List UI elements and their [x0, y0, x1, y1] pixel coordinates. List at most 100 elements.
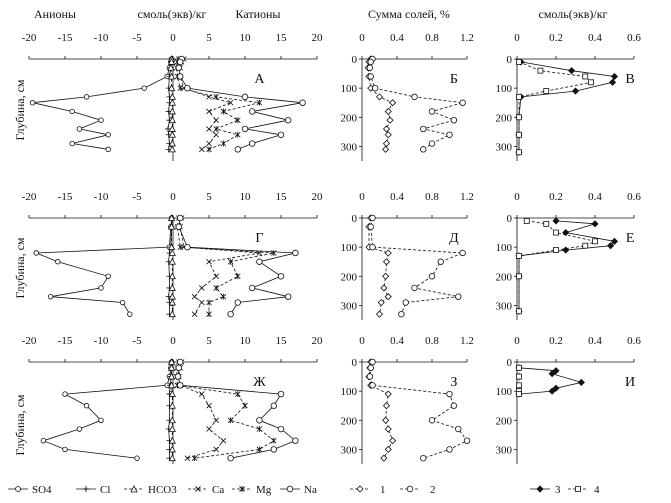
panel-5-x-tick-label-1: 0.4: [390, 191, 404, 203]
panel-1-series-mg-point-11: [220, 140, 227, 147]
panel-7-series-na-point-2: [174, 373, 182, 380]
legend-label-so4: SO4: [32, 484, 52, 496]
panel-5-series-1-point-3: [384, 249, 392, 257]
panel-9-series-3-point-5: [548, 387, 556, 395]
panel-4-series-ca-point-8: [199, 299, 205, 306]
panel-1-series-hco3-point-8: [168, 116, 176, 124]
panel-3-y-tick-label-3: 300: [496, 141, 513, 153]
panel-4-x-tick-label-7: 15: [276, 191, 288, 203]
panel-6-series-4-point-2: [553, 229, 559, 236]
panel-1-series-ca-point-6: [227, 99, 234, 106]
panel-2-series-2-point-4: [371, 84, 379, 92]
panel-4-series-na-point-9: [227, 310, 234, 318]
panel-4-series-na-point-2: [184, 243, 191, 251]
panel-4-series-na-point-8: [234, 299, 241, 306]
panel-4-x-tick-label-3: -5: [132, 191, 142, 203]
panel-1-series-mg-point-6: [256, 99, 263, 106]
panel-6-series-3-point-1: [591, 220, 599, 228]
panel-4-series-mg-point-3: [271, 249, 277, 256]
panel-8-series-2-point-6: [428, 417, 436, 424]
panel-6-series-3-point-3: [610, 237, 619, 245]
panel-1-series-hco3-point-12: [168, 145, 176, 153]
panel-7-x-tick-label-2: -10: [94, 335, 109, 347]
panel-1-series-mg-point-7: [220, 108, 227, 115]
panel-4-series-so4-point-4: [55, 259, 61, 265]
panel-4-series-mg-point-6: [213, 284, 219, 291]
panel-9-x-tick-label-2: 0.4: [588, 335, 602, 347]
legend: SO4 Cl HCO3 Ca Mg Na 1 2 3 4: [8, 484, 600, 496]
panel-2-series-1-point-11: [382, 139, 391, 148]
panel-4-series-na-point-3: [292, 249, 299, 257]
panel-4-series-ca-point-7: [191, 293, 198, 300]
panel-5: 0 0.4 0.8 1.2 0 100 200 300 Д: [341, 191, 474, 320]
panel-1-series-so4-point-9: [76, 126, 83, 132]
panel-4-series-mg-point-7: [220, 293, 227, 300]
panel-8-y-tick-label-1: 100: [341, 386, 358, 398]
panel-4-series-ca-line: [179, 217, 260, 315]
panel-7-x-tick-label-4: 0: [170, 335, 176, 347]
panel-5-series-2-point-6: [411, 284, 418, 292]
header-anions: Анионы: [34, 7, 76, 21]
panel-4-series-na-point-1: [175, 223, 182, 230]
panel-1-series-ca-point-9: [206, 126, 212, 132]
panel-2-x-tick-label-1: 0.4: [390, 32, 404, 44]
panel-7-series-so4-point-9: [62, 446, 68, 453]
panel-6-x-tick-label-3: 0.6: [627, 191, 641, 203]
panel-1-series-hco3-point-4: [167, 84, 176, 92]
panel-3-series-4-point-8: [516, 149, 522, 156]
panel-7-series-hco3-point-9: [168, 445, 176, 453]
panel-4-series-ca-point-5: [213, 273, 219, 280]
panel-1-series-na-point-1: [176, 58, 184, 66]
legend-label-na: Na: [304, 484, 317, 496]
panel-1-series-hco3-point-2: [167, 63, 175, 71]
panel-1-x-tick-label-0: -20: [22, 32, 37, 44]
panel-1-series-so4-point-7: [69, 108, 75, 115]
panel-2-series-2-point-8: [450, 116, 458, 124]
panel-7-x-tick-label-0: -20: [22, 335, 37, 347]
panel-7-x-tick-label-6: 10: [240, 335, 252, 347]
panel-1-series-hco3-point-7: [168, 107, 176, 115]
panel-8-series-2-point-8: [463, 437, 471, 444]
panel-7-series-hco3-point-3: [167, 381, 176, 389]
panel-7-series-na-point-10: [227, 454, 234, 462]
panel-8-x-tick-label-1: 0.4: [390, 335, 404, 347]
panel-1-series-hco3-point-1: [167, 58, 176, 65]
panel-1-x-tick-label-3: -5: [132, 32, 142, 44]
panel-5-series-1-point-6: [380, 284, 388, 292]
header-units-right: смоль(экв)/кг: [539, 7, 608, 21]
panel-3-series-3-point-1: [568, 67, 576, 75]
panel-3-series-3-point-4: [571, 87, 580, 95]
panel-6-series-3-point-4: [607, 242, 615, 250]
panel-3-x-tick-label-3: 0.6: [627, 32, 641, 44]
panel-7-series-hco3-point-2: [167, 372, 176, 380]
panel-8-y-tick-label-0: 0: [352, 357, 358, 369]
legend-marker-so4: [15, 486, 21, 492]
y-axis-label-row-1: Глубина, см: [13, 79, 27, 140]
panel-1-series-na-point-3: [176, 73, 184, 80]
panel-7: -20 -15 -10 -5 0 5 10 15 20 Ж: [22, 335, 323, 464]
panel-1-x-tick-label-1: -15: [58, 32, 73, 44]
panel-1-series-na-point-12: [234, 146, 241, 153]
panel-6-y-tick-label-0: 0: [507, 213, 513, 225]
panel-9-x-tick-label-1: 0.2: [549, 335, 563, 347]
panel-7-x-tick-label-8: 20: [312, 335, 324, 347]
panel-7-series-so4-point-8: [40, 437, 47, 444]
panel-2-series-1-point-12: [382, 145, 390, 153]
panel-3: 0 0.2 0.4 0.6 0 100 200 300 В: [496, 32, 641, 161]
panel-6-x-tick-label-1: 0.2: [549, 191, 563, 203]
panel-8-x-tick-label-3: 1.2: [460, 335, 474, 347]
panel-2-y-tick-label-3: 300: [341, 141, 358, 153]
panel-1-series-hco3-point-6: [168, 98, 176, 106]
panel-2-series-2-point-11: [428, 140, 436, 147]
panel-6-x-tick-label-0: 0: [514, 191, 520, 203]
panel-5-series-2-point-4: [437, 258, 444, 265]
panel-1-series-hco3-point-3: [167, 72, 176, 80]
panel-4-series-mg-point-8: [206, 299, 212, 306]
panel-1-series-so4-point-10: [105, 132, 111, 138]
panel-7-series-mg-point-8: [271, 437, 277, 444]
panel-9: 0 0.2 0.4 0.6 0 100 200 300 И: [496, 335, 641, 464]
panel-9-y-tick-label-1: 100: [496, 386, 513, 398]
panel-1-series-na-point-6: [299, 99, 306, 106]
panel-7-series-mg-point-5: [242, 402, 248, 409]
